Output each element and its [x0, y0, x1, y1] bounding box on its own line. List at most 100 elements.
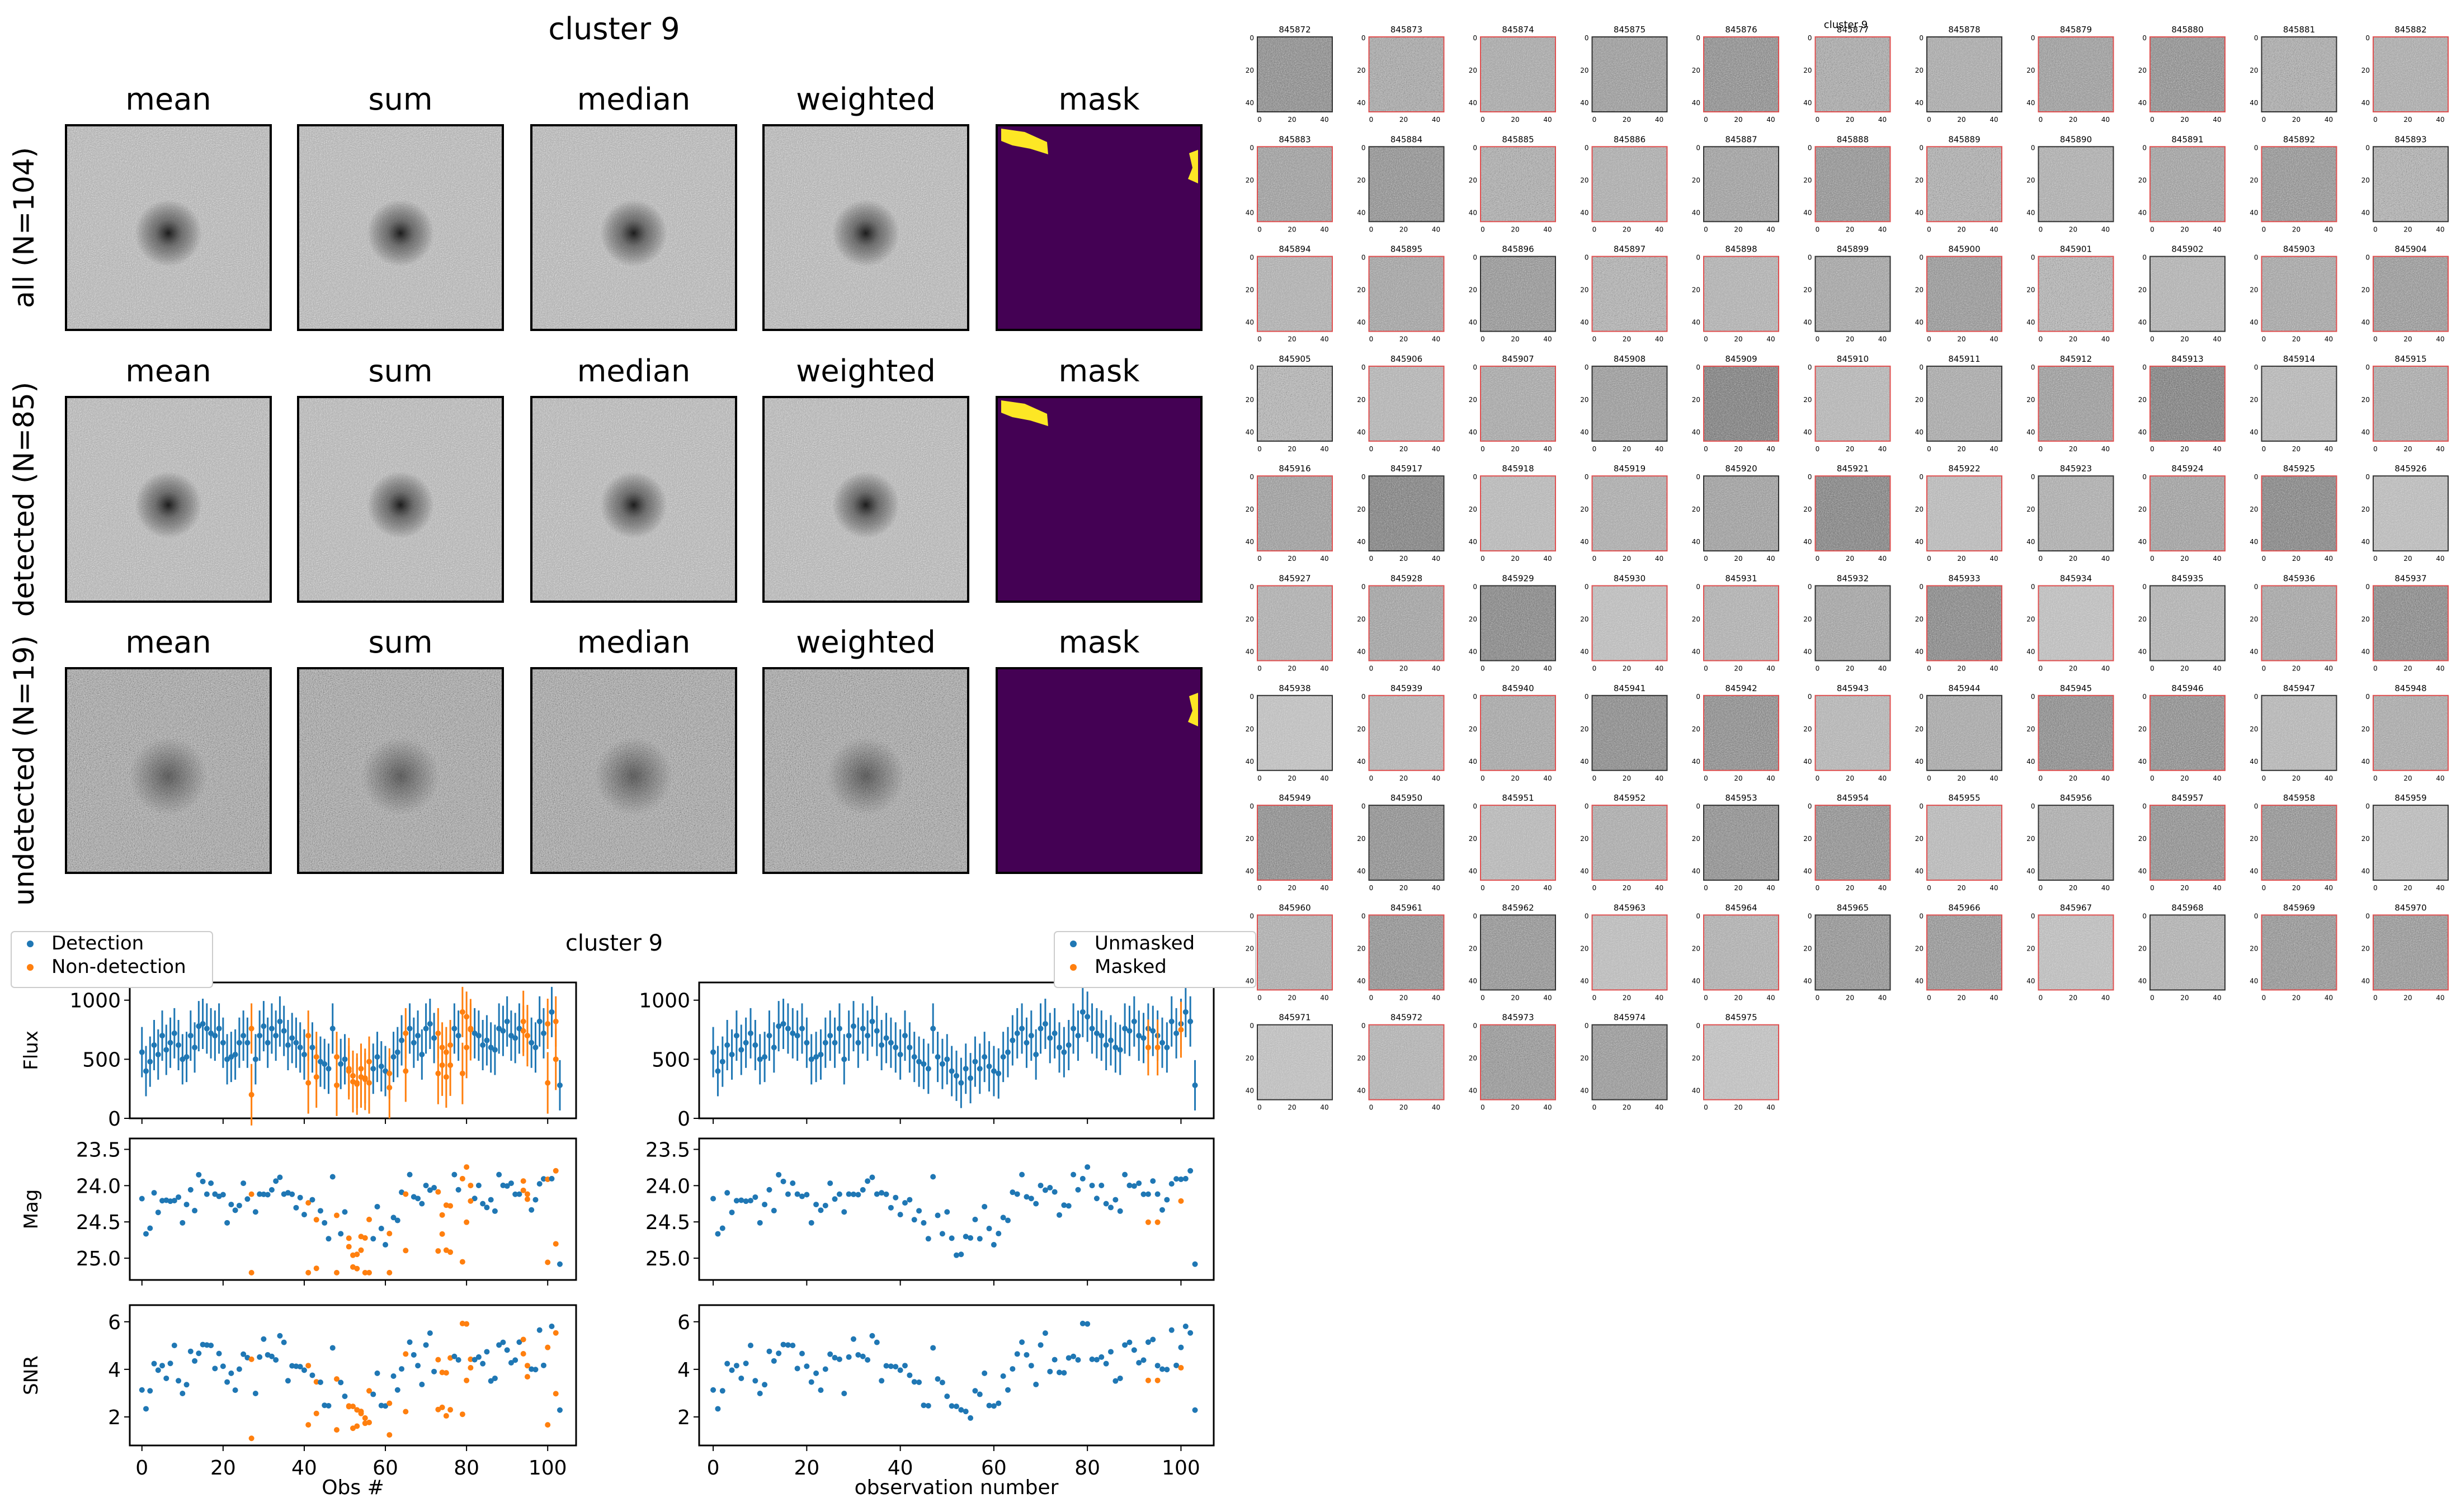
data-point: [963, 1409, 969, 1415]
right-legend-box: [1054, 931, 1256, 988]
data-point: [851, 1191, 856, 1197]
thumbnail-ytick: 40: [1803, 99, 1812, 107]
thumbnail-id: 845872: [1279, 25, 1310, 35]
data-point: [520, 1187, 526, 1193]
data-point: [851, 1023, 856, 1029]
data-point: [305, 1363, 312, 1369]
data-point: [1019, 1171, 1025, 1178]
data-point: [949, 1235, 955, 1241]
thumbnail-xtick: 40: [1543, 665, 1552, 673]
thumbnail-ytick: 20: [1915, 616, 1923, 623]
data-point: [241, 1033, 247, 1039]
thumbnail-xtick: 40: [1766, 665, 1775, 673]
thumbnail-xtick: 0: [1369, 1104, 1374, 1112]
thumbnail-frame: [1257, 146, 1333, 223]
data-point: [305, 1080, 312, 1086]
thumbnail-xtick: 20: [1399, 225, 1408, 233]
thumbnail-xtick: 0: [1369, 665, 1374, 673]
data-point: [752, 1378, 758, 1384]
data-point: [180, 1391, 186, 1397]
thumbnail-xtick: 0: [1704, 225, 1708, 233]
thumbnail-xtick: 40: [2436, 445, 2444, 453]
data-point: [1057, 1045, 1062, 1051]
data-point: [447, 1203, 454, 1209]
thumbnail-xtick: 20: [2292, 225, 2300, 233]
data-point: [468, 1356, 474, 1362]
thumbnail-frame: [1480, 365, 1556, 442]
data-point: [776, 1171, 782, 1178]
data-point: [808, 1220, 814, 1226]
thumbnail-ytick: 40: [2361, 758, 2370, 766]
thumbnail-frame: [1368, 805, 1445, 881]
thumbnail-ytick: 0: [1250, 912, 1254, 920]
thumbnail-xtick: 40: [2101, 445, 2110, 453]
data-point: [1192, 1261, 1198, 1267]
thumbnail-ytick: 40: [2138, 99, 2147, 107]
thumbnail-xtick: 40: [1878, 884, 1887, 892]
data-point: [846, 1033, 852, 1039]
thumbnail-xtick: 40: [1432, 1104, 1440, 1112]
thumbnail-frame: [2261, 36, 2337, 112]
thumbnail-ytick: 20: [2361, 944, 2370, 952]
data-point: [888, 1204, 894, 1211]
thumbnail-xtick: 0: [1592, 116, 1597, 124]
thumbnail-xtick: 40: [1432, 774, 1440, 782]
thumbnail-frame: [2373, 585, 2449, 662]
thumbnail-id: 845873: [1390, 25, 1422, 35]
data-point: [780, 1341, 786, 1348]
data-point: [354, 1251, 360, 1258]
data-point: [472, 1357, 478, 1363]
data-point: [346, 1066, 352, 1072]
data-point: [1154, 1363, 1161, 1369]
data-point: [944, 1209, 950, 1215]
thumbnail-frame: [2373, 146, 2449, 223]
thumbnail-id: 845931: [1725, 574, 1757, 584]
data-point: [1052, 1357, 1058, 1363]
thumbnail-xtick: 0: [1481, 994, 1485, 1001]
data-point: [1010, 1189, 1016, 1196]
thumbnail-frame: [1591, 805, 1668, 881]
data-point: [1150, 1178, 1156, 1184]
data-point: [532, 1367, 539, 1373]
thumbnail-xtick: 20: [2403, 994, 2412, 1001]
data-point: [545, 1344, 551, 1350]
thumbnail-ytick: 20: [1246, 176, 1254, 184]
thumbnail-ytick: 20: [2026, 286, 2035, 294]
thumbnail-id: 845938: [1279, 683, 1310, 693]
data-point: [1038, 1342, 1044, 1348]
thumbnail-xtick: 40: [1432, 994, 1440, 1001]
thumbnail-xtick: 0: [1481, 225, 1485, 233]
data-point: [1052, 1189, 1058, 1195]
thumbnail-xtick: 40: [1543, 116, 1552, 124]
thumbnail-ytick: 0: [2365, 254, 2370, 262]
data-point: [329, 1174, 336, 1180]
thumbnail-ytick: 20: [2138, 616, 2147, 623]
thumbnail-frame: [1480, 475, 1556, 552]
thumbnail-xtick: 0: [1704, 994, 1708, 1001]
data-point: [407, 1339, 413, 1345]
data-point: [949, 1068, 955, 1074]
data-point: [954, 1252, 959, 1258]
thumbnail-frame: [1591, 694, 1668, 771]
thumbnail-xtick: 40: [1766, 445, 1775, 453]
data-point: [893, 1045, 899, 1051]
data-point: [991, 1242, 997, 1248]
column-label: median: [577, 353, 690, 389]
data-point: [383, 1403, 389, 1409]
data-point: [305, 1033, 312, 1039]
thumbnail-ytick: 40: [1803, 209, 1812, 216]
thumbnail-xtick: 0: [1481, 1104, 1485, 1112]
thumbnail-noise: [1704, 915, 1779, 990]
data-point: [916, 1379, 922, 1385]
data-point: [991, 1068, 997, 1074]
thumbnail-ytick: 20: [1580, 286, 1588, 294]
thumbnail-frame: [1814, 694, 1891, 771]
cutout-frame: [762, 396, 969, 603]
thumbnail-ytick: 0: [1808, 254, 1812, 262]
data-point: [480, 1201, 486, 1207]
thumbnail-xtick: 40: [1320, 116, 1328, 124]
thumbnail-id: 845965: [1837, 903, 1869, 913]
thumbnail-noise: [1704, 147, 1779, 222]
thumbnail-xtick: 20: [1846, 225, 1854, 233]
thumbnail-ytick: 40: [2026, 209, 2035, 216]
